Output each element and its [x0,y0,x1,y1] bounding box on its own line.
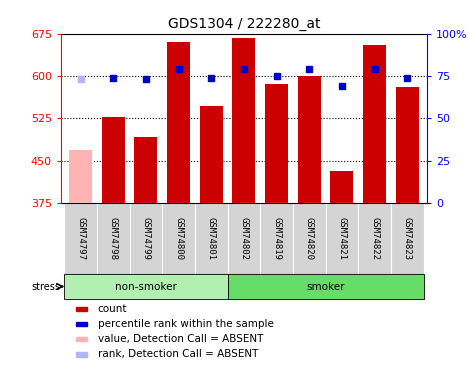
Bar [69,150,92,203]
Bar [331,171,353,203]
Text: GSM74802: GSM74802 [239,217,249,260]
Bar [233,38,255,203]
Text: GSM74799: GSM74799 [141,217,151,260]
Bar [260,203,293,274]
Bar [76,338,87,342]
Bar [396,87,419,203]
Bar [358,203,391,274]
Text: stress: stress [31,282,61,291]
Text: non-smoker: non-smoker [115,282,177,291]
Text: rank, Detection Call = ABSENT: rank, Detection Call = ABSENT [98,350,258,360]
Title: GDS1304 / 222280_at: GDS1304 / 222280_at [167,17,320,32]
Bar [227,274,424,299]
Bar [102,117,125,203]
Bar [298,76,321,203]
Text: percentile rank within the sample: percentile rank within the sample [98,320,273,329]
Text: GSM74819: GSM74819 [272,217,281,260]
Bar [76,322,87,326]
Bar [129,203,162,274]
Bar [162,203,195,274]
Bar [76,352,87,357]
Bar [363,45,386,203]
Text: count: count [98,304,127,314]
Text: GSM74822: GSM74822 [370,217,379,260]
Bar [200,106,223,203]
Bar [195,203,227,274]
Bar [325,203,358,274]
Text: GSM74823: GSM74823 [403,217,412,260]
Text: GSM74798: GSM74798 [109,217,118,260]
Text: GSM74800: GSM74800 [174,217,183,260]
Bar [391,203,424,274]
Text: value, Detection Call = ABSENT: value, Detection Call = ABSENT [98,334,263,344]
Bar [265,84,288,203]
Text: smoker: smoker [306,282,345,291]
Text: GSM74820: GSM74820 [305,217,314,260]
Text: GSM74801: GSM74801 [207,217,216,260]
Bar [97,203,129,274]
Bar [293,203,325,274]
Bar [167,42,190,203]
Bar [135,137,157,203]
Bar [76,307,87,311]
Bar [64,203,97,274]
Text: GSM74821: GSM74821 [337,217,347,260]
Bar [64,274,227,299]
Text: GSM74797: GSM74797 [76,217,85,260]
Bar [227,203,260,274]
